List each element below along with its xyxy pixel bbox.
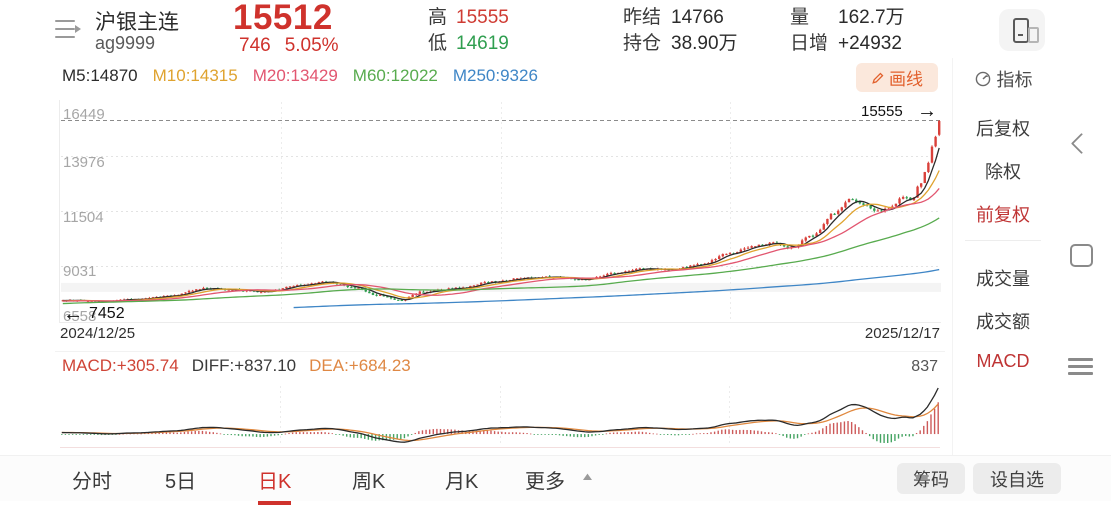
tab-weekly-k[interactable]: 周K <box>352 471 386 493</box>
x-axis-dates: 2024/12/25 2025/12/17 <box>0 325 1111 345</box>
tab-more[interactable]: 更多 <box>525 471 565 493</box>
gauge-icon <box>975 71 990 87</box>
macd-peak-label: 837 <box>911 358 938 375</box>
last-price: 15512 <box>233 0 333 37</box>
macd-value: MACD:+305.74 <box>62 356 179 375</box>
indicator-side-panel: 指标 后复权 除权 前复权 成交量 成交额 MACD <box>952 58 1053 455</box>
y-axis-label-1: 16449 <box>63 106 105 123</box>
tab-monthly-k[interactable]: 月K <box>445 471 479 493</box>
phone-icon <box>1013 18 1029 43</box>
instrument-list-icon[interactable] <box>55 18 81 40</box>
android-nav-strip <box>1052 58 1111 455</box>
instrument-code: ag9999 <box>95 33 156 53</box>
chart-end-date: 2025/12/17 <box>864 325 940 342</box>
price-change: 746 <box>239 35 271 56</box>
menu-item-qianfuquan[interactable]: 前复权 <box>976 205 1030 225</box>
stat-col-settle-oi: 昨结 14766 持仓 38.90万 <box>623 5 738 57</box>
low-label: 低 <box>428 33 448 54</box>
macd-separator <box>55 351 945 352</box>
y-axis-label-4: 9031 <box>63 263 97 280</box>
y-axis-label-5: 6558 <box>63 308 97 325</box>
android-back-icon[interactable] <box>1070 132 1093 155</box>
high-label: 高 <box>428 7 448 28</box>
ma5-legend: M5:14870 <box>62 66 138 85</box>
menu-item-macd[interactable]: MACD <box>976 351 1030 371</box>
open-interest-label: 持仓 <box>623 33 662 54</box>
price-chart-canvas[interactable] <box>61 100 941 322</box>
instrument-name: 沪银主连 <box>95 11 179 34</box>
price-change-row: 746 5.05% <box>239 35 339 57</box>
tab-5day[interactable]: 5日 <box>165 471 197 493</box>
tab-fenshi[interactable]: 分时 <box>72 471 112 493</box>
menu-item-chengjiaoe[interactable]: 成交额 <box>976 312 1030 332</box>
period-high-marker: 15555 <box>861 103 903 120</box>
ma20-legend: M20:13429 <box>252 66 338 85</box>
period-low-arrow-icon: ← <box>63 303 83 325</box>
diff-value: DIFF:+837.10 <box>191 356 297 375</box>
macd-legend: MACD:+305.74 DIFF:+837.10 DEA:+684.23 <box>62 356 411 376</box>
add-watchlist-button[interactable]: 设自选 <box>973 463 1061 494</box>
tab-daily-k[interactable]: 日K <box>258 465 292 505</box>
pencil-icon <box>872 72 884 84</box>
low-value: 14619 <box>456 33 509 54</box>
y-axis-label-3: 11504 <box>63 209 104 226</box>
menu-item-chengjiaoliang[interactable]: 成交量 <box>976 269 1030 289</box>
indicator-menu-button[interactable]: 指标 <box>953 66 1053 92</box>
android-recents-icon[interactable] <box>1068 358 1093 376</box>
price-chart-pane[interactable]: 16449 13976 11504 9031 6558 15555 → ← 74… <box>59 100 941 325</box>
menu-divider <box>965 240 1041 241</box>
chips-button[interactable]: 筹码 <box>897 463 965 494</box>
macd-chart-pane[interactable] <box>60 384 940 448</box>
y-axis-label-2: 13976 <box>63 154 105 171</box>
menu-item-chuquan[interactable]: 除权 <box>985 162 1021 182</box>
draw-line-label: 画线 <box>889 70 923 89</box>
prev-settle-label: 昨结 <box>623 7 662 28</box>
open-interest-value: 38.90万 <box>671 33 738 54</box>
stat-col-volume: 量 162.7万 日增 +24932 <box>790 5 905 57</box>
period-high-arrow-icon: → <box>917 100 937 122</box>
high-value: 15555 <box>456 7 509 28</box>
ma60-legend: M60:12022 <box>352 66 438 85</box>
macd-chart-canvas[interactable] <box>60 384 940 447</box>
price-change-pct: 5.05% <box>284 35 339 56</box>
android-home-icon[interactable] <box>1070 244 1093 267</box>
volume-value: 162.7万 <box>838 7 905 28</box>
rotate-screen-button[interactable] <box>999 9 1045 51</box>
prev-settle-value: 14766 <box>671 7 724 28</box>
ma250-legend: M250:9326 <box>452 66 538 85</box>
quote-header: 沪银主连 ag9999 15512 746 5.05% 高 15555 低 1461… <box>0 0 1111 58</box>
draw-line-button[interactable]: 画线 <box>856 63 938 92</box>
chart-start-date: 2024/12/25 <box>60 325 136 342</box>
daily-increase-label: 日增 <box>790 33 829 54</box>
ma10-legend: M10:14315 <box>152 66 238 85</box>
ma-legend: M5:14870 M10:14315 M20:13429 M60:12022 M… <box>62 66 538 86</box>
menu-item-houfuquan[interactable]: 后复权 <box>976 119 1030 139</box>
indicator-label: 指标 <box>996 70 1033 90</box>
period-tabbar: 分时 5日 日K 周K 月K 更多 ▲ 筹码 设自选 <box>0 455 1111 505</box>
period-low-marker: 7452 <box>89 305 125 322</box>
more-caret-icon[interactable]: ▲ <box>579 471 596 483</box>
daily-increase-value: +24932 <box>838 33 902 54</box>
dea-value: DEA:+684.23 <box>309 356 411 375</box>
volume-label: 量 <box>790 7 810 28</box>
stat-col-high-low: 高 15555 低 14619 <box>428 5 509 57</box>
